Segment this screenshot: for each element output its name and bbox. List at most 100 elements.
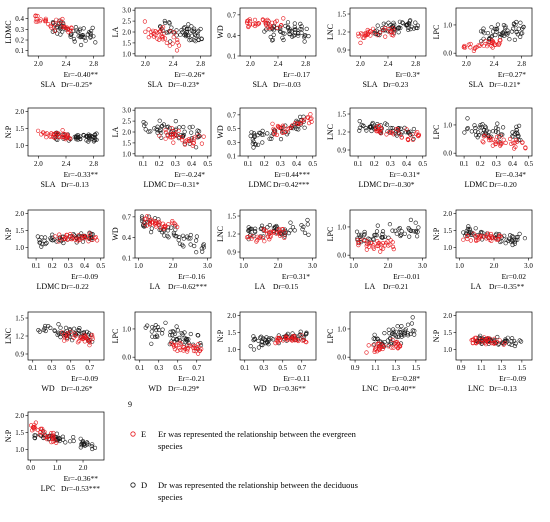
points (244, 217, 311, 244)
deciduous-point (93, 40, 98, 45)
deciduous-point (287, 28, 292, 33)
deciduous-point (483, 124, 488, 129)
deciduous-point (516, 123, 522, 128)
evergreen-point (271, 229, 276, 234)
deciduous-point (398, 328, 403, 333)
deciduous-point (504, 338, 509, 343)
y-tick-label: 0.1 (227, 153, 236, 161)
deciduous-point (302, 230, 308, 235)
x-axis-label: LNC (468, 384, 484, 393)
y-tick-label: 1.2 (227, 231, 236, 239)
x-axis-label: LDMC (143, 180, 166, 189)
evergreen-point (160, 221, 165, 226)
deciduous-point (292, 27, 297, 32)
deciduous-point (174, 324, 179, 329)
y-tick-label: 1.0 (15, 142, 24, 150)
deciduous-point (258, 131, 263, 136)
y-axis-label: LNC (326, 24, 335, 40)
points (248, 112, 314, 150)
y-axis-label: LNC (326, 124, 335, 140)
deciduous-point (187, 125, 192, 130)
deciduous-point (398, 330, 404, 335)
deciduous-point (158, 127, 163, 132)
deciduous-point (477, 125, 482, 130)
deciduous-point (514, 30, 519, 35)
y-tick-label: 0.3 (227, 139, 236, 147)
deciduous-correlation: Dr=-0.22 (61, 282, 89, 291)
panel-frame (239, 107, 317, 157)
evergreen-point (473, 45, 478, 50)
y-axis-label: N:P (432, 329, 441, 342)
deciduous-point (260, 128, 265, 133)
evergreen-point (267, 235, 272, 240)
deciduous-point (469, 129, 474, 134)
evergreen-point (75, 340, 80, 345)
evergreen-point (503, 140, 508, 145)
y-tick-label: 1.5 (15, 429, 24, 437)
evergreen-point (371, 246, 377, 251)
deciduous-point (184, 337, 189, 342)
deciduous-point (181, 236, 186, 241)
deciduous-point (415, 229, 420, 234)
deciduous-point (406, 226, 411, 231)
evergreen-point (69, 25, 74, 30)
evergreen-point (170, 219, 175, 224)
evergreen-point (143, 216, 148, 221)
evergreen-point (397, 343, 403, 348)
x-axis-label: LA (150, 282, 161, 291)
deciduous-point (492, 26, 498, 32)
deciduous-point (381, 21, 386, 26)
deciduous-legend-marker (130, 482, 136, 488)
evergreen-correlation: Er=-0.33** (64, 170, 99, 179)
deciduous-correlation: Dr=0.42*** (273, 180, 310, 189)
evergreen-point (169, 126, 174, 131)
deciduous-point (94, 131, 99, 136)
evergreen-point (157, 133, 162, 138)
deciduous-point (188, 236, 193, 241)
evergreen-point (378, 249, 383, 254)
deciduous-point (302, 39, 307, 44)
points (35, 128, 99, 144)
evergreen-point (70, 234, 75, 239)
x-tick-label: 2.4 (62, 60, 71, 68)
x-tick-label: 0.3 (386, 160, 395, 168)
deciduous-point (251, 145, 256, 150)
evergreen-point (48, 134, 53, 139)
evergreen-point (390, 244, 396, 249)
x-tick-label: 3.0 (203, 262, 212, 270)
evergreen-point (270, 121, 275, 126)
panel-frame (134, 209, 212, 259)
x-tick-label: 2.0 (462, 60, 471, 68)
evergreen-point (375, 342, 381, 347)
evergreen-point (162, 31, 167, 36)
evergreen-point (173, 222, 178, 227)
deciduous-point (362, 229, 367, 235)
evergreen-point (280, 130, 285, 135)
evergreen-point (491, 341, 496, 346)
evergreen-point (291, 333, 297, 339)
deciduous-point (501, 125, 506, 130)
evergreen-point (366, 343, 371, 348)
deciduous-point (139, 216, 145, 221)
deciduous-point (358, 240, 364, 245)
deciduous-point (271, 28, 276, 33)
evergreen-point (490, 45, 495, 50)
deciduous-point (386, 235, 391, 240)
x-tick-label: 2.4 (169, 60, 178, 68)
evergreen-point (484, 338, 489, 343)
evergreen-point (486, 39, 491, 45)
evergreen-point (263, 18, 268, 23)
deciduous-point (382, 331, 387, 336)
deciduous-point (173, 128, 178, 133)
deciduous-point (363, 126, 368, 131)
x-tick-label: 0.7 (297, 364, 306, 372)
deciduous-point (187, 38, 192, 43)
evergreen-point (492, 341, 497, 346)
deciduous-point (486, 341, 491, 346)
x-tick-label: 1.0 (349, 262, 358, 270)
y-tick-label: 0.0 (337, 252, 346, 260)
evergreen-point (52, 28, 58, 34)
